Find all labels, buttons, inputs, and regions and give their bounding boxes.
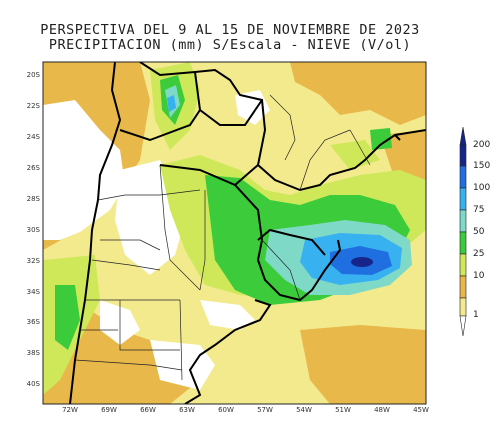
x-tick-label: 69W (101, 406, 117, 414)
y-tick-label: 22S (26, 102, 40, 110)
colorbar-label: 100 (473, 183, 491, 193)
y-tick-label: 34S (26, 288, 40, 296)
x-tick-label: 48W (374, 406, 390, 414)
map-title: PERSPECTIVA DEL 9 AL 15 DE NOVIEMBRE DE … (40, 22, 420, 38)
y-tick-label: 26S (26, 164, 40, 172)
y-tick-label: 20S (26, 71, 40, 79)
country-borders (69, 62, 426, 404)
province-borders (74, 94, 371, 381)
x-tick-label: 54W (296, 406, 312, 414)
x-tick-label: 51W (335, 406, 351, 414)
y-tick-label: 36S (26, 318, 40, 326)
colorbar-label: 10 (473, 271, 485, 281)
y-tick-label: 24S (26, 133, 40, 141)
colorbar-label: 50 (473, 227, 485, 237)
colorbar-label: 75 (473, 205, 485, 215)
x-tick-label: 63W (179, 406, 195, 414)
colorbar-label: 25 (473, 249, 485, 259)
colorbar-label: 150 (473, 161, 491, 171)
precipitation-field (43, 62, 426, 404)
colorbar (459, 126, 467, 337)
x-tick-label: 60W (218, 406, 234, 414)
y-tick-label: 40S (26, 380, 40, 388)
y-tick-label: 38S (26, 349, 40, 357)
map-frame (42, 61, 427, 405)
map-subtitle: PRECIPITACION (mm) S/Escala - NIEVE (V/o… (48, 37, 412, 53)
x-tick-label: 45W (413, 406, 429, 414)
x-tick-label: 66W (140, 406, 156, 414)
y-tick-label: 28S (26, 195, 40, 203)
colorbar-label: 1 (473, 310, 479, 320)
y-tick-label: 30S (26, 226, 40, 234)
y-tick-label: 32S (26, 257, 40, 265)
colorbar-label: 200 (473, 140, 491, 150)
x-tick-label: 72W (62, 406, 78, 414)
x-tick-label: 57W (257, 406, 273, 414)
